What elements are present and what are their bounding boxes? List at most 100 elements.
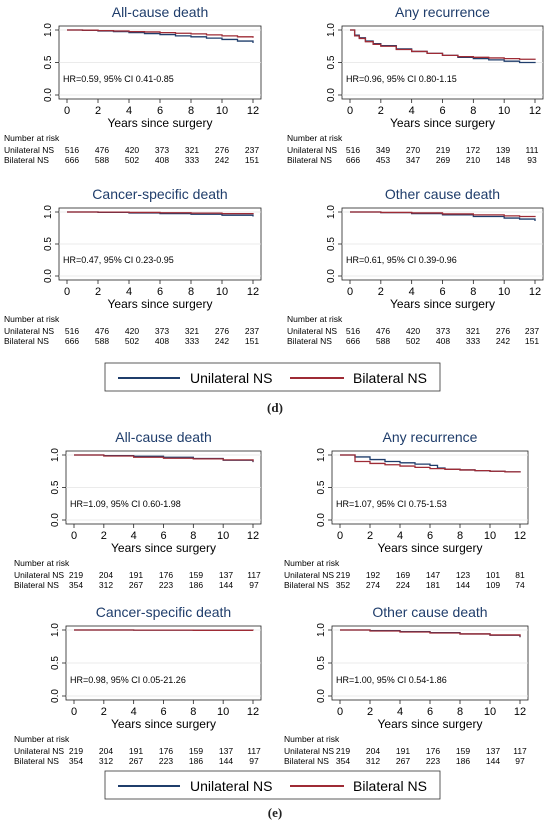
d-other-risk-count: 333 <box>466 336 480 346</box>
d-recurrence-risk-count: 347 <box>406 155 420 165</box>
d-allcause-xtick-label: 10 <box>216 105 228 117</box>
d-other-title: Other cause death <box>385 186 500 202</box>
e-recurrence-risk-count: 101 <box>486 570 500 580</box>
e-recurrence-risk-count: 147 <box>426 570 440 580</box>
d-other-risk-count: 321 <box>466 326 480 336</box>
e-recurrence-risk-count: 224 <box>396 580 410 590</box>
d-cancer-ytick-label: 1.0 <box>43 205 54 219</box>
d-cancer-risk-header: Number at risk <box>4 314 60 324</box>
d-allcause-risk-count: 276 <box>215 145 229 155</box>
e-cancer-risk-count: 354 <box>69 756 83 766</box>
d-cancer-xlabel: Years since surgery <box>108 297 213 311</box>
d-cancer-risk-count: 588 <box>95 336 109 346</box>
e-other-risk-count: 186 <box>456 756 470 766</box>
d-recurrence-bilateral-curve <box>350 29 536 60</box>
e-allcause-risk-header: Number at risk <box>14 558 70 568</box>
e-recurrence-unilateral-curve <box>340 454 521 473</box>
e-recurrence-xlabel: Years since surgery <box>378 541 483 555</box>
e-recurrence-risk-count: 192 <box>366 570 380 580</box>
e-allcause-bilateral-curve <box>74 454 254 462</box>
d-recurrence-risk-row-label: Unilateral NS <box>287 145 337 155</box>
e-other-risk-count: 159 <box>456 746 470 756</box>
d-other-risk-count: 373 <box>436 326 450 336</box>
d-recurrence-xtick-label: 2 <box>378 105 384 117</box>
legend-e-bilateral-label: Bilateral NS <box>353 778 427 794</box>
e-cancer-risk-count: 186 <box>189 756 203 766</box>
e-allcause-xtick-label: 4 <box>131 530 137 542</box>
d-other-risk-count: 666 <box>346 336 360 346</box>
e-allcause-risk-count: 219 <box>69 570 83 580</box>
e-allcause-risk-count: 97 <box>249 580 259 590</box>
e-cancer-risk-count: 219 <box>69 746 83 756</box>
d-allcause-risk-count: 333 <box>185 155 199 165</box>
e-recurrence-risk-row-label: Unilateral NS <box>284 570 334 580</box>
d-recurrence-hr-annotation: HR=0.96, 95% CI 0.80-1.15 <box>346 74 457 84</box>
e-allcause-risk-row-label: Unilateral NS <box>14 570 64 580</box>
e-recurrence-risk-count: 274 <box>366 580 380 590</box>
d-allcause-risk-count: 666 <box>65 155 79 165</box>
d-other-risk-count: 588 <box>376 336 390 346</box>
e-allcause-xtick-label: 2 <box>101 530 107 542</box>
d-allcause-risk-count: 502 <box>125 155 139 165</box>
d-allcause-risk-count: 408 <box>155 155 169 165</box>
e-allcause-risk-count: 354 <box>69 580 83 590</box>
e-recurrence-xtick-label: 0 <box>337 530 343 542</box>
e-recurrence-hr-annotation: HR=1.07, 95% CI 0.75-1.53 <box>336 499 447 509</box>
e-other-xtick-label: 12 <box>514 706 526 718</box>
d-allcause-hr-annotation: HR=0.59, 95% CI 0.41-0.85 <box>63 74 174 84</box>
d-recurrence-ytick-label: 1.0 <box>326 23 337 37</box>
d-recurrence-xtick-label: 0 <box>347 105 353 117</box>
e-other-risk-count: 267 <box>396 756 410 766</box>
e-recurrence-risk-count: 181 <box>426 580 440 590</box>
d-other-risk-row-label: Bilateral NS <box>287 336 332 346</box>
e-recurrence-xtick-label: 2 <box>367 530 373 542</box>
d-other-ytick-label: 0.5 <box>326 237 337 251</box>
e-other-ytick-label: 0.5 <box>316 656 327 670</box>
d-recurrence-risk-count: 269 <box>436 155 450 165</box>
d-recurrence-risk-count: 111 <box>526 145 539 155</box>
d-allcause-title: All-cause death <box>112 4 209 20</box>
e-allcause-risk-count: 223 <box>159 580 173 590</box>
d-allcause-risk-row-label: Bilateral NS <box>4 155 49 165</box>
d-recurrence-xlabel: Years since surgery <box>390 116 495 130</box>
d-cancer-bilateral-curve <box>67 211 254 215</box>
e-recurrence-xtick-label: 6 <box>427 530 433 542</box>
e-other-unilateral-curve <box>340 629 521 638</box>
figure-label-d: (d) <box>267 400 283 415</box>
d-cancer-hr-annotation: HR=0.47, 95% CI 0.23-0.95 <box>63 255 174 265</box>
d-other-ytick-label: 0.0 <box>326 269 337 283</box>
d-other-risk-count: 516 <box>346 326 360 336</box>
d-allcause-risk-count: 588 <box>95 155 109 165</box>
e-allcause-risk-count: 137 <box>219 570 233 580</box>
d-allcause-ytick-label: 0.0 <box>43 88 54 102</box>
d-cancer-risk-row-label: Unilateral NS <box>4 326 54 336</box>
d-other-hr-annotation: HR=0.61, 95% CI 0.39-0.96 <box>346 255 457 265</box>
d-recurrence-risk-count: 349 <box>376 145 390 155</box>
d-other-risk-count: 408 <box>436 336 450 346</box>
e-recurrence-risk-count: 169 <box>396 570 410 580</box>
e-cancer-xtick-label: 6 <box>160 706 166 718</box>
e-other-risk-row-label: Bilateral NS <box>284 756 329 766</box>
d-cancer-xtick-label: 12 <box>247 286 259 298</box>
e-other-risk-count: 354 <box>336 756 350 766</box>
d-other-risk-count: 476 <box>376 326 390 336</box>
e-allcause-risk-count: 117 <box>247 570 261 580</box>
d-allcause-risk-count: 242 <box>215 155 229 165</box>
d-recurrence-risk-count: 172 <box>466 145 480 155</box>
e-recurrence-risk-count: 74 <box>515 580 525 590</box>
d-allcause-risk-count: 516 <box>65 145 79 155</box>
d-cancer-xtick-label: 4 <box>126 286 132 298</box>
d-cancer-risk-count: 408 <box>155 336 169 346</box>
e-cancer-risk-count: 267 <box>129 756 143 766</box>
d-cancer-title: Cancer-specific death <box>92 186 227 202</box>
d-allcause-risk-header: Number at risk <box>4 133 60 143</box>
e-other-risk-count: 312 <box>366 756 380 766</box>
d-recurrence-ytick-label: 0.0 <box>326 88 337 102</box>
e-cancer-risk-count: 223 <box>159 756 173 766</box>
e-other-xtick-label: 10 <box>484 706 496 718</box>
e-other-risk-count: 219 <box>336 746 350 756</box>
e-other-title: Other cause death <box>372 604 487 620</box>
e-cancer-risk-count: 97 <box>249 756 259 766</box>
e-allcause-risk-count: 186 <box>189 580 203 590</box>
d-other-risk-count: 420 <box>406 326 420 336</box>
